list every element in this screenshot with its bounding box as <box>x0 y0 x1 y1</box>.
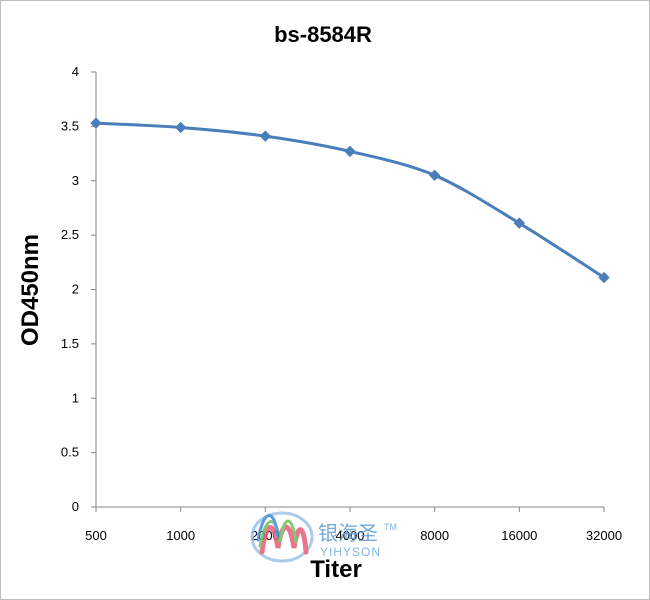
data-point-marker <box>90 117 102 129</box>
data-point-marker <box>598 271 610 284</box>
data-point-marker <box>259 130 272 142</box>
yihyson-logo-icon <box>250 511 314 563</box>
x-tick-labels: 500 1000 2000 4000 8000 16000 32000 <box>85 528 622 543</box>
x-tick-label: 16000 <box>501 528 537 543</box>
y-tick-label: 3.5 <box>61 118 79 133</box>
yihyson-watermark: 银海圣 TM YIHYSON <box>250 511 397 563</box>
y-tick-label: 1 <box>72 390 79 405</box>
chart-title: bs-8584R <box>274 22 372 47</box>
data-point-marker <box>428 169 441 182</box>
watermark-en-text: YIHYSON <box>320 545 381 559</box>
x-tick-label: 8000 <box>420 528 449 543</box>
x-axis-title: Titer <box>310 556 362 583</box>
watermark-cn-text: 银海圣 <box>318 521 378 545</box>
x-tick-label: 4000 <box>336 528 365 543</box>
y-tick-label: 3 <box>72 173 79 188</box>
x-tick-label: 32000 <box>586 528 622 543</box>
y-tick-label: 2 <box>72 282 79 297</box>
y-tick-label: 2.5 <box>61 227 79 242</box>
y-tick-label: 0.5 <box>61 445 79 460</box>
watermark-tm: TM <box>384 522 397 532</box>
y-tick-label: 1.5 <box>61 336 79 351</box>
y-axis-title: OD450nm <box>17 234 44 346</box>
y-axis <box>91 71 97 508</box>
y-tick-label: 0 <box>72 499 79 514</box>
y-tick-labels: 0 0.5 1 1.5 2 2.5 3 3.5 4 <box>61 64 79 514</box>
data-point-marker <box>513 217 526 229</box>
data-point-marker <box>344 145 356 158</box>
series-group <box>90 117 610 284</box>
y-tick-label: 4 <box>72 64 79 79</box>
x-tick-label: 1000 <box>166 528 195 543</box>
x-tick-label: 500 <box>85 528 107 543</box>
data-point-marker <box>174 121 187 134</box>
x-axis <box>95 506 605 512</box>
